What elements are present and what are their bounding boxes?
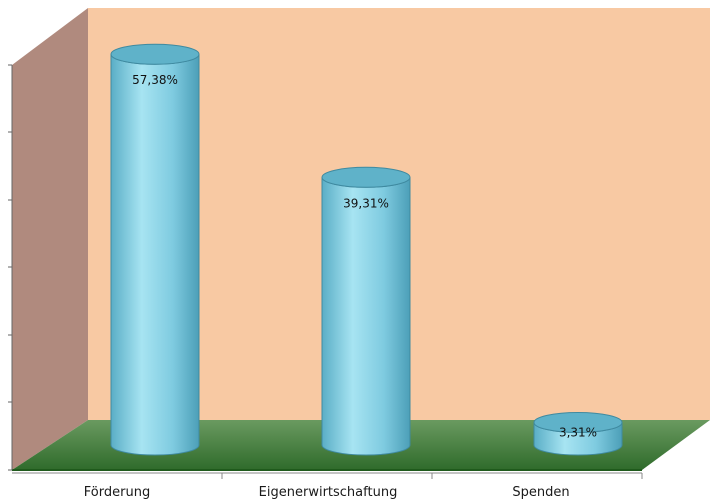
y-axis-ticks [8,64,12,471]
bar-forderung [110,54,200,456]
bar-top-eigenerwirtschaftung [321,166,411,188]
bar-group-1: 39,31% [321,166,411,456]
category-label-spenden: Spenden [512,485,569,500]
bar-group-2: 3,31% [533,411,623,456]
side-wall [12,8,88,470]
category-label-forderung: Förderung [84,485,150,500]
value-label-spenden: 3,31% [559,425,597,439]
bar-eigenerwirtschaftung [321,177,411,456]
bar-group-0: 57,38% [110,43,200,456]
bar-top-spenden [533,411,623,433]
bar-top-forderung [110,43,200,65]
category-label-eigenerwirtschaftung: Eigenerwirtschaftung [259,485,398,500]
value-label-forderung: 57,38% [132,73,178,87]
value-label-eigenerwirtschaftung: 39,31% [343,196,389,210]
x-axis-ticks [221,473,643,479]
